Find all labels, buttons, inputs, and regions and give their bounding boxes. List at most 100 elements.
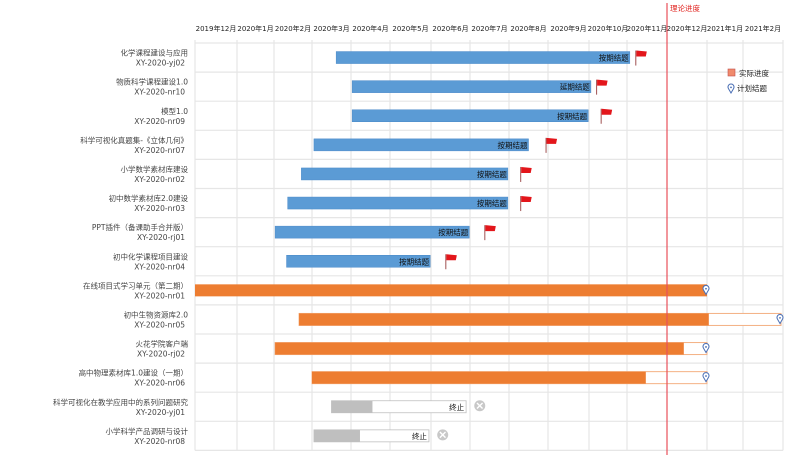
bar-status-label: 终止	[449, 402, 464, 412]
row-code: XY-2020-yj02	[136, 59, 185, 68]
row-name: 火花学院客户端	[136, 339, 189, 349]
row-name: 科学可视化在教学应用中的系列问题研究	[53, 397, 188, 407]
row-name: 初中数学素材库2.0建设	[109, 193, 189, 203]
flag-icon	[520, 196, 532, 212]
flag-icon	[484, 225, 496, 241]
bar-status-label: 终止	[412, 431, 427, 441]
pin-shape	[702, 284, 710, 296]
progress-bar-done	[335, 51, 631, 64]
flag-cloth	[601, 108, 613, 115]
progress-bar-done	[301, 167, 509, 181]
row-name: 小学科学产品调研与设计	[106, 426, 189, 436]
stop-cross-x	[439, 431, 446, 439]
rows: 化学课程建设与应用XY-2020-yj02按期结题物质科学课程建设1.0XY-2…	[53, 48, 784, 446]
progress-bar-done	[313, 138, 529, 152]
x-tick-label: 2020年1月	[237, 24, 273, 33]
pin-icon	[776, 314, 784, 325]
x-tick-label: 2020年6月	[432, 24, 468, 33]
legend: 实际进度 计划结题	[727, 68, 769, 94]
gantt-row: 初中生物资源库2.0XY-2020-nr05	[124, 309, 784, 329]
flag-icon	[635, 50, 647, 66]
row-name: 小学数学素材库建设	[121, 164, 189, 174]
stop-cross-icon	[437, 429, 449, 441]
row-name: 在线项目式学习单元（第二期）	[83, 280, 188, 290]
x-tick-label: 2020年2月	[275, 24, 311, 33]
legend-actual-progress-swatch	[727, 68, 736, 77]
flag-icon	[545, 137, 558, 153]
legend-pin-shape	[727, 83, 735, 94]
bar-status-label: 按期结题	[477, 169, 507, 179]
x-tick-label: 2020年5月	[392, 24, 428, 33]
flag-cloth	[485, 225, 496, 232]
x-tick-label: 2019年12月	[196, 24, 237, 33]
progress-bar-done	[351, 109, 589, 122]
flag-cloth	[597, 79, 608, 86]
progress-bar-actual	[313, 429, 360, 442]
bar-status-label: 按期结题	[599, 53, 629, 63]
pin-icon	[702, 372, 710, 383]
bar-status-label: 按期结题	[557, 111, 587, 121]
row-code: XY-2020-nr01	[134, 291, 185, 300]
row-code: XY-2020-rj02	[137, 350, 185, 359]
flag-icon	[600, 108, 613, 124]
legend-actual-progress-label: 实际进度	[739, 68, 769, 78]
pin-dot	[705, 375, 707, 377]
pin-dot	[730, 86, 732, 89]
flag-icon	[596, 79, 608, 95]
row-name: 初中生物资源库2.0	[124, 309, 189, 319]
pin-shape	[702, 372, 710, 383]
progress-bar-done	[351, 80, 592, 93]
bar-status-label: 按期结题	[477, 198, 507, 208]
row-code: XY-2020-nr05	[134, 320, 185, 329]
flag-cloth	[446, 254, 457, 261]
x-tick-label: 2020年9月	[550, 24, 586, 33]
bar-status-label: 按期结题	[438, 227, 468, 237]
flag-cloth	[636, 50, 647, 57]
pin-dot	[705, 346, 707, 348]
row-code: XY-2020-nr08	[134, 437, 185, 446]
row-name: 物质科学课程建设1.0	[116, 77, 188, 87]
progress-bar-actual	[312, 371, 646, 384]
progress-bar-actual	[195, 284, 707, 297]
row-code: XY-2020-nr06	[134, 379, 185, 388]
gantt-row: PPT插件（备课助手合并版）XY-2020-rj01 按期结题	[92, 222, 496, 242]
bar-status-label: 按期结题	[498, 140, 528, 150]
x-tick-label: 2020年10月	[588, 24, 629, 33]
gantt-row: 高中物理素材库1.0建设（一期）XY-2020-nr06	[79, 368, 710, 388]
pin-dot	[779, 316, 781, 319]
bar-status-label: 延期结题	[560, 82, 590, 92]
progress-bar-actual	[275, 342, 684, 355]
progress-bar-done	[274, 225, 470, 239]
gantt-row: 模型1.0XY-2020-nr09 按期结题	[134, 106, 613, 126]
row-code: XY-2020-nr03	[134, 204, 185, 213]
stop-cross-icon	[474, 400, 486, 412]
row-code: XY-2020-rj01	[137, 233, 185, 242]
gantt-row: 物质科学课程建设1.0XY-2020-nr10 延期结题	[116, 77, 608, 97]
pin-icon	[727, 83, 735, 94]
x-tick-label: 2020年8月	[510, 24, 546, 33]
x-tick-label: 2020年11月	[627, 24, 668, 33]
pin-shape	[727, 83, 735, 94]
x-tick-label: 2020年3月	[313, 24, 349, 33]
row-code: XY-2020-nr04	[134, 262, 185, 271]
x-axis-ticks: 2019年12月 2020年1月 2020年2月 2020年3月 2020年4月 2020…	[196, 24, 782, 33]
row-name: 化学课程建设与应用	[121, 48, 189, 58]
grid	[194, 40, 784, 451]
pin-shape	[776, 314, 784, 325]
reference-line-group: 理论进度	[666, 3, 700, 455]
progress-bar-done	[287, 196, 509, 210]
row-code: XY-2020-nr07	[134, 146, 185, 155]
x-tick-label: 2020年7月	[471, 24, 507, 33]
pin-icon	[702, 343, 710, 354]
row-code: XY-2020-nr09	[134, 117, 185, 126]
pin-icon	[702, 284, 710, 296]
progress-bar-done	[286, 255, 431, 268]
row-name: 初中化学课程项目建设	[113, 251, 188, 261]
x-tick-label: 2021年1月	[707, 24, 743, 33]
